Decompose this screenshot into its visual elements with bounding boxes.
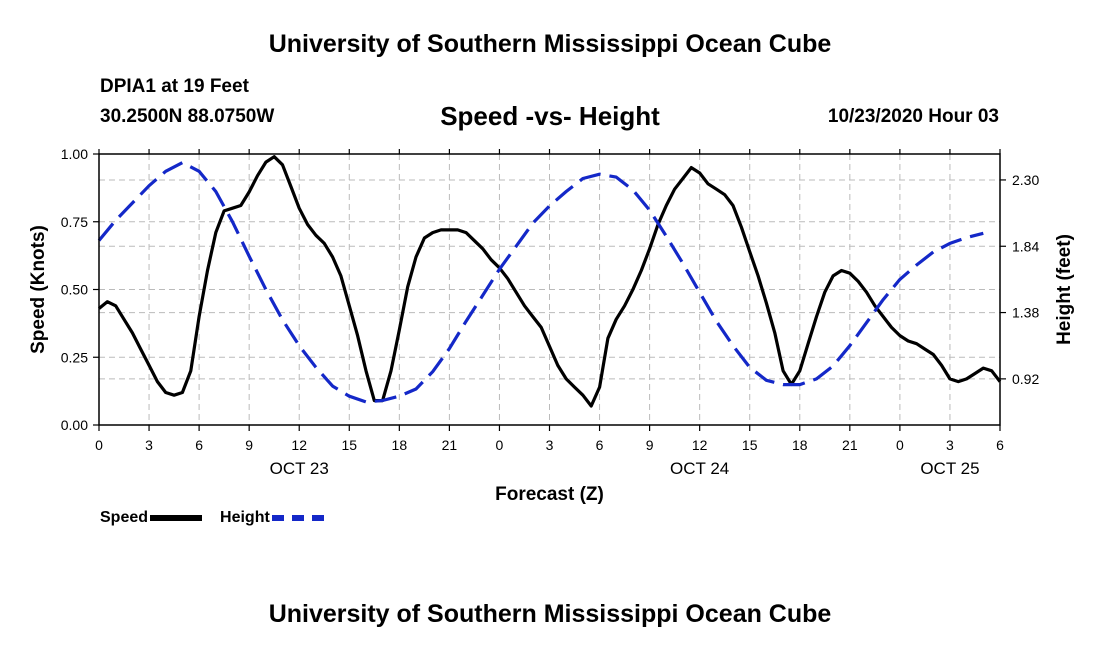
legend-height-label: Height xyxy=(220,509,270,526)
x-tick-label: 9 xyxy=(646,437,654,453)
legend-height-swatch xyxy=(271,515,324,521)
x-date-label: OCT 23 xyxy=(270,459,329,478)
y-tick-label: 1.00 xyxy=(61,146,88,162)
legend: Speed Height xyxy=(100,509,342,527)
x-tick-label: 12 xyxy=(291,437,307,453)
series-lines xyxy=(97,155,1002,408)
y2-tick-label: 0.92 xyxy=(1012,371,1039,387)
y-tick-label: 0.75 xyxy=(61,214,88,230)
x-tick-label: 3 xyxy=(946,437,954,453)
x-tick-label: 15 xyxy=(742,437,758,453)
y2-tick-label: 1.84 xyxy=(1012,238,1039,254)
legend-item-speed: Speed xyxy=(100,509,203,527)
x-tick-label: 21 xyxy=(442,437,458,453)
x-tick-label: 6 xyxy=(596,437,604,453)
station-coordinates: 30.2500N 88.0750W xyxy=(100,106,275,127)
x-tick-label: 3 xyxy=(145,437,153,453)
page-title: University of Southern Mississippi Ocean… xyxy=(268,30,832,58)
y2-axis-label: Height (feet) xyxy=(1054,234,1075,345)
x-tick-label: 6 xyxy=(195,437,203,453)
x-tick-label: 18 xyxy=(392,437,408,453)
y2-tick-label: 2.30 xyxy=(1012,172,1039,188)
x-tick-label: 0 xyxy=(896,437,904,453)
height-series-line xyxy=(97,161,984,404)
x-tick-label: 0 xyxy=(95,437,103,453)
x-tick-label: 9 xyxy=(245,437,253,453)
axis-labels: 0 3 6 9 12 15 18 21 0 3 6 9 12 15 18 21 0 3 6 OCT 23 OCT 24 O… xyxy=(28,146,1075,505)
station-name: DPIA1 at 19 Feet xyxy=(100,76,249,97)
x-tick-label: 0 xyxy=(496,437,504,453)
y-axis-label: Speed (Knots) xyxy=(28,225,49,354)
x-tick-label: 6 xyxy=(996,437,1004,453)
forecast-date: 10/23/2020 Hour 03 xyxy=(827,106,999,127)
x-axis-label: Forecast (Z) xyxy=(495,484,604,505)
y-tick-label: 0.50 xyxy=(61,282,88,298)
chart-title: Speed -vs- Height xyxy=(440,101,660,131)
y2-tick-label: 1.38 xyxy=(1012,305,1039,321)
x-date-label: OCT 24 xyxy=(670,459,729,478)
x-tick-label: 21 xyxy=(842,437,858,453)
x-tick-label: 15 xyxy=(341,437,357,453)
x-date-label: OCT 25 xyxy=(920,459,979,478)
legend-speed-swatch xyxy=(150,515,203,521)
speed-series-line xyxy=(97,155,1002,408)
y-tick-label: 0.00 xyxy=(61,417,88,433)
footer-title: University of Southern Mississippi Ocean… xyxy=(268,600,832,628)
legend-item-height: Height xyxy=(220,509,324,527)
y-tick-label: 0.25 xyxy=(61,349,88,365)
x-tick-label: 3 xyxy=(546,437,554,453)
x-tick-label: 12 xyxy=(692,437,708,453)
x-tick-label: 18 xyxy=(792,437,808,453)
legend-speed-label: Speed xyxy=(100,509,149,526)
axes xyxy=(93,149,1006,431)
grid-lines xyxy=(99,154,1000,425)
